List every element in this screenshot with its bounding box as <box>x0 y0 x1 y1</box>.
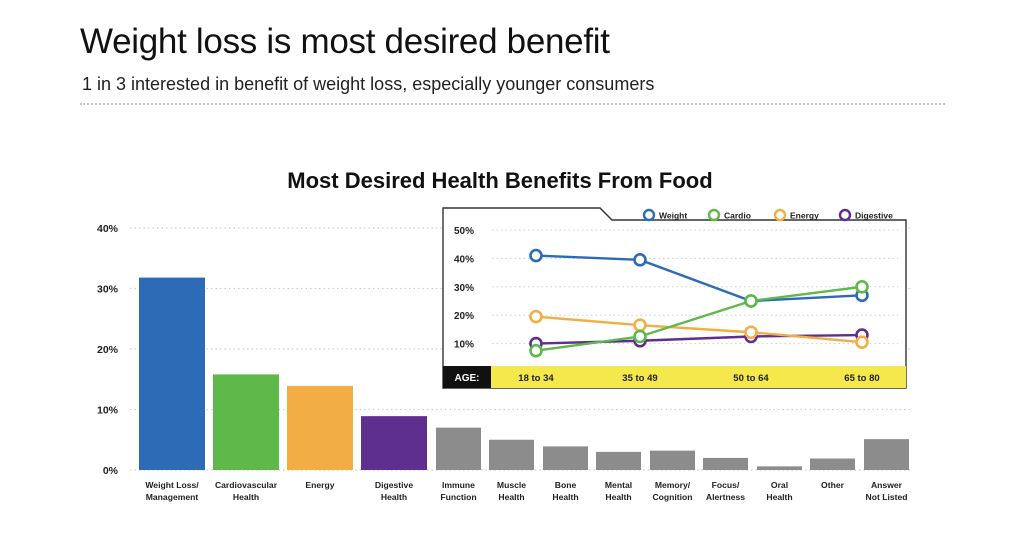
x-category-label: Cognition <box>652 492 692 502</box>
series-line-digestive <box>535 333 863 345</box>
x-category-label: Weight Loss/ <box>145 480 199 490</box>
bar <box>650 450 695 470</box>
x-category-label: Management <box>146 492 199 502</box>
inset-y-tick-label: 30% <box>454 283 474 294</box>
x-category-label: Alertness <box>706 492 745 502</box>
chart-title: Most Desired Health Benefits From Food <box>287 168 712 193</box>
bar <box>287 385 353 470</box>
y-tick-label: 40% <box>97 223 119 235</box>
legend-marker-digestive <box>838 208 852 222</box>
series-point-weight <box>529 248 543 263</box>
age-tick-label: 35 to 49 <box>622 373 657 384</box>
y-tick-label: 30% <box>97 284 119 296</box>
x-category-label: Digestive <box>375 480 413 490</box>
age-tick-label: 50 to 64 <box>733 373 769 384</box>
bar <box>139 277 205 470</box>
x-category-label: Health <box>552 492 578 502</box>
inset-y-tick-label: 20% <box>454 311 474 322</box>
age-axis-label-bg <box>443 366 491 388</box>
x-category-label: Energy <box>305 480 334 490</box>
inset-frame <box>442 207 907 389</box>
bar <box>436 427 481 470</box>
legend-label: Digestive <box>855 211 893 221</box>
bar <box>489 439 534 470</box>
series-point-energy <box>744 325 758 340</box>
legend-marker-weight <box>642 208 656 222</box>
x-category-label: Cardiovascular <box>215 480 278 490</box>
y-tick-label: 20% <box>97 344 119 356</box>
x-category-label: Health <box>381 492 407 502</box>
age-inset-chart: 10% 20% 30% 40% 50% AGE: 18 to 34 35 to 49 50 to… <box>442 207 907 389</box>
bar <box>757 466 802 470</box>
x-category-label: Immune <box>442 480 475 490</box>
inset-y-tick-label: 50% <box>454 226 474 237</box>
x-category-label: Health <box>605 492 631 502</box>
x-category-label: Health <box>233 492 259 502</box>
age-tick-label: 65 to 80 <box>844 373 879 384</box>
x-category-label: Function <box>440 492 476 502</box>
series-point-energy <box>529 309 543 324</box>
bar <box>864 439 909 470</box>
x-category-label: Memory/ <box>655 480 691 490</box>
series-point-weight <box>633 253 647 267</box>
legend-marker-energy <box>773 208 787 222</box>
series-line-weight <box>535 254 863 303</box>
series-line-energy <box>535 315 863 344</box>
x-category-label: Focus/ <box>712 480 740 490</box>
x-category-label: Answer <box>871 480 903 490</box>
series-point-cardio <box>529 343 543 358</box>
x-category-label: Not Listed <box>865 492 907 502</box>
series-point-energy <box>855 335 869 349</box>
page-title: Weight loss is most desired benefit <box>80 22 610 61</box>
series-point-energy <box>633 318 647 332</box>
x-category-label: Bone <box>555 480 577 490</box>
inset-y-tick-label: 40% <box>454 254 474 265</box>
x-category-label: Oral <box>771 480 788 490</box>
x-category-label: Health <box>766 492 792 502</box>
x-category-label: Mental <box>605 480 632 490</box>
x-category-label: Other <box>821 480 845 490</box>
y-tick-label: 10% <box>97 405 119 417</box>
inset-y-tick-label: 10% <box>454 340 474 351</box>
legend-label: Energy <box>790 211 819 221</box>
bar <box>361 416 427 470</box>
series-line-cardio <box>535 285 863 352</box>
bar <box>596 451 641 470</box>
legend-label: Cardio <box>724 211 751 221</box>
x-category-label: Muscle <box>497 480 526 490</box>
legend-label: Weight <box>659 211 687 221</box>
age-axis-bar <box>443 366 906 388</box>
bar-chart: 0% 10% 20% 30% 40% Weight Loss/Management Card… <box>97 223 912 502</box>
bar <box>810 458 855 470</box>
bar <box>543 446 588 470</box>
y-tick-label: 0% <box>103 465 119 477</box>
x-category-label: Health <box>498 492 524 502</box>
page-subtitle: 1 in 3 interested in benefit of weight l… <box>82 74 655 94</box>
series-point-cardio <box>633 329 647 344</box>
series-point-cardio <box>744 294 758 308</box>
age-axis-label: AGE: <box>455 373 480 384</box>
age-tick-label: 18 to 34 <box>518 373 554 384</box>
bar <box>703 457 748 470</box>
legend-marker-cardio <box>707 208 721 222</box>
series-point-cardio <box>855 279 869 294</box>
bar <box>213 374 279 470</box>
title-divider <box>80 103 945 105</box>
